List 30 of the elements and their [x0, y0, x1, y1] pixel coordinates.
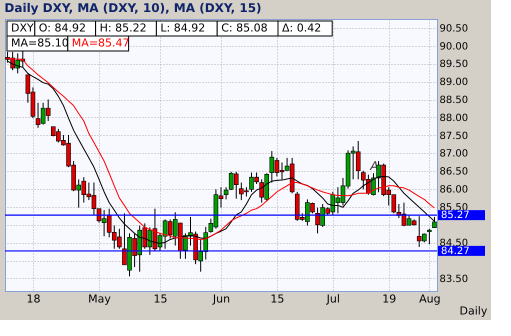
y-tick-label: 90.50 [440, 23, 468, 34]
annotation: DXY [11, 22, 34, 34]
x-tick-label: 15 [154, 292, 168, 306]
candlestick [224, 186, 228, 200]
x-tick-label: 19 [382, 292, 396, 306]
y-tick-label: 87.50 [440, 130, 468, 142]
candlestick [427, 228, 432, 245]
y-tick-label: 90.00 [440, 41, 468, 52]
y-tick-label: 89.00 [440, 77, 468, 88]
x-tick-label: May [88, 292, 112, 306]
y-tick-label: 87.00 [440, 148, 468, 160]
annotation: Δ: 0.42 [282, 22, 322, 34]
y-tick-label: 86.50 [440, 166, 468, 178]
y-tick-label: 83.50 [440, 274, 468, 285]
annotation: C: 85.08 [221, 22, 268, 34]
x-tick-label: Jun [212, 292, 230, 306]
x-tick-label: Jul [326, 292, 340, 306]
x-tick-label: 18 [26, 292, 40, 306]
annotation: H: 85.22 [100, 22, 147, 34]
annotation: O: 84.92 [38, 22, 86, 34]
y-tick-label: 86.00 [440, 184, 468, 196]
annotation: L: 84.92 [160, 22, 206, 34]
y-tick-label: 89.50 [440, 59, 468, 70]
x-axis-title: Daily [460, 304, 488, 318]
y-tick-label: 88.50 [440, 95, 468, 106]
x-tick-label: Aug [419, 292, 441, 306]
annotation: A [369, 158, 378, 173]
chart-title: Daily DXY, MA (DXY, 10), MA (DXY, 15) [4, 1, 262, 15]
x-tick-label: 15 [270, 292, 284, 306]
y-tick-label: 88.00 [440, 112, 468, 124]
